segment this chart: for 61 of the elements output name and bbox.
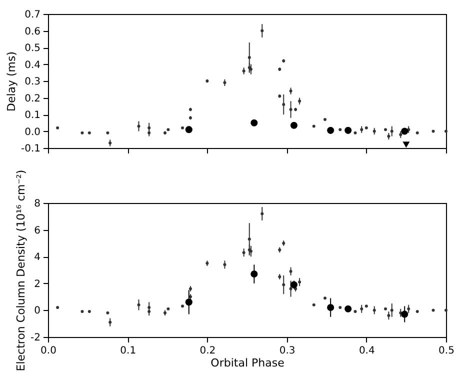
point	[80, 131, 84, 134]
y-tick-label: -0.1	[20, 144, 40, 154]
y-tick-label: 0.0	[24, 126, 40, 138]
point	[344, 126, 352, 134]
point	[312, 303, 316, 306]
y-axis-title: Delay (ms)	[4, 51, 18, 112]
y-tick-label: 0	[34, 306, 40, 317]
x-tick-label: 0.1	[120, 346, 136, 356]
y-tick-label: 0.6	[24, 26, 40, 38]
point	[106, 311, 110, 314]
point	[88, 310, 91, 314]
x-axis-title: Orbital Phase	[210, 356, 285, 370]
y-tick-label: 8	[34, 198, 40, 210]
point	[327, 126, 334, 134]
point	[402, 142, 410, 148]
point	[166, 128, 170, 132]
y-tick-label: 0.1	[24, 110, 40, 121]
point	[181, 304, 184, 308]
point	[185, 126, 192, 134]
x-tick-label: 0.3	[279, 346, 296, 356]
point	[444, 308, 448, 312]
x-tick-label: 0.5	[438, 346, 454, 356]
point	[432, 130, 435, 133]
point	[312, 124, 316, 128]
point	[401, 128, 408, 135]
point	[444, 130, 448, 133]
y-tick-label: 0.7	[24, 10, 40, 20]
point	[56, 126, 60, 130]
point	[364, 126, 368, 130]
y-tick-label: 2	[34, 278, 40, 290]
point	[432, 308, 435, 312]
point	[354, 310, 357, 314]
y-tick-label: -2	[30, 332, 40, 344]
x-tick-label: 0.2	[200, 346, 216, 356]
x-tick-label: 0.4	[358, 346, 375, 356]
point	[56, 306, 60, 310]
y-tick-label: 0.2	[24, 93, 40, 104]
point	[416, 310, 419, 314]
point	[364, 304, 368, 308]
point	[338, 128, 342, 132]
point	[166, 307, 170, 310]
point	[344, 305, 352, 312]
point	[250, 119, 258, 126]
y-axis-title: Electron Column Density (10¹⁶ cm⁻²)	[14, 170, 28, 372]
point	[290, 122, 298, 129]
y-tick-label: 4	[34, 252, 40, 264]
point	[181, 126, 184, 130]
point	[324, 296, 327, 300]
point	[80, 310, 84, 314]
point	[88, 131, 91, 134]
y-tick-label: 0.5	[24, 43, 40, 54]
y-tick-label: 0.3	[24, 76, 40, 88]
point	[384, 128, 388, 132]
y-tick-label: 0.4	[24, 60, 40, 71]
point	[324, 118, 327, 122]
y-tick-label: 6	[34, 225, 40, 236]
point	[338, 306, 342, 310]
point	[354, 131, 357, 134]
point	[416, 131, 419, 134]
point	[106, 131, 110, 134]
point	[384, 307, 388, 310]
